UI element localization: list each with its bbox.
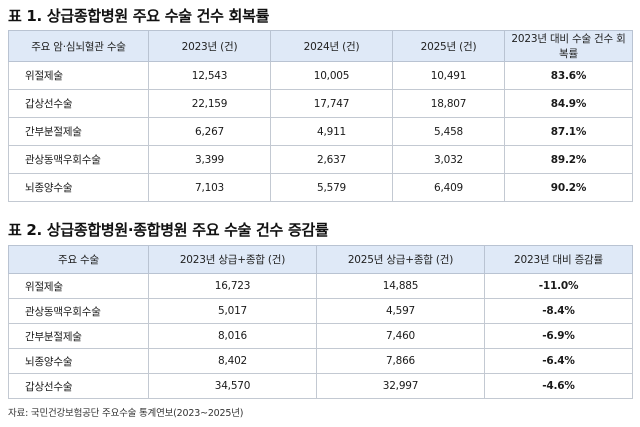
- header-surgery-type: 주요 암·심뇌혈관 수술: [8, 30, 149, 62]
- count-2025: 10,491: [392, 61, 505, 90]
- count-2023-combined: 8,402: [148, 348, 317, 374]
- table-row: 갑상선수술 22,159 17,747 18,807 84.9%: [8, 89, 633, 118]
- count-2025: 5,458: [392, 117, 505, 146]
- surgery-name: 위절제술: [8, 273, 149, 299]
- table2-header-row: 주요 수술 2023년 상급+종합 (건) 2025년 상급+종합 (건) 20…: [8, 245, 633, 274]
- recovery-rate: 87.1%: [504, 117, 633, 146]
- change-rate: -4.6%: [484, 373, 633, 399]
- surgery-name: 갑상선수술: [8, 373, 149, 399]
- header-2023: 2023년 (건): [148, 30, 271, 62]
- table1-header-row: 주요 암·심뇌혈관 수술 2023년 (건) 2024년 (건) 2025년 (…: [8, 30, 633, 62]
- surgery-name: 뇌종양수술: [8, 348, 149, 374]
- count-2025-combined: 7,460: [316, 323, 485, 349]
- header-2023-combined: 2023년 상급+종합 (건): [148, 245, 317, 274]
- recovery-rate: 83.6%: [504, 61, 633, 90]
- count-2023-combined: 34,570: [148, 373, 317, 399]
- surgery-name: 뇌종양수술: [8, 173, 149, 202]
- surgery-change-table: 주요 수술 2023년 상급+종합 (건) 2025년 상급+종합 (건) 20…: [8, 245, 633, 399]
- count-2023: 6,267: [148, 117, 271, 146]
- table-row: 관상동맥우회수술 5,017 4,597 -8.4%: [8, 298, 633, 324]
- table-row: 관상동맥우회수술 3,399 2,637 3,032 89.2%: [8, 145, 633, 174]
- surgery-name: 간부분절제술: [8, 323, 149, 349]
- source-note: 자료: 국민건강보험공단 주요수술 통계연보(2023~2025년): [8, 408, 244, 419]
- change-rate: -11.0%: [484, 273, 633, 299]
- table2-title: 표 2. 상급종합병원·종합병원 주요 수술 건수 증감률: [8, 221, 329, 239]
- count-2024: 10,005: [270, 61, 393, 90]
- count-2024: 4,911: [270, 117, 393, 146]
- recovery-rate: 89.2%: [504, 145, 633, 174]
- surgery-name: 관상동맥우회수술: [8, 298, 149, 324]
- change-rate: -6.4%: [484, 348, 633, 374]
- table-row: 간부분절제술 6,267 4,911 5,458 87.1%: [8, 117, 633, 146]
- count-2025-combined: 14,885: [316, 273, 485, 299]
- change-rate: -6.9%: [484, 323, 633, 349]
- count-2024: 5,579: [270, 173, 393, 202]
- count-2023-combined: 8,016: [148, 323, 317, 349]
- table-row: 위절제술 16,723 14,885 -11.0%: [8, 273, 633, 299]
- count-2023-combined: 16,723: [148, 273, 317, 299]
- surgery-name: 간부분절제술: [8, 117, 149, 146]
- count-2025-combined: 7,866: [316, 348, 485, 374]
- count-2024: 17,747: [270, 89, 393, 118]
- header-2024: 2024년 (건): [270, 30, 393, 62]
- header-2025-combined: 2025년 상급+종합 (건): [316, 245, 485, 274]
- count-2025: 18,807: [392, 89, 505, 118]
- count-2023: 7,103: [148, 173, 271, 202]
- table-row: 뇌종양수술 8,402 7,866 -6.4%: [8, 348, 633, 374]
- surgery-name: 관상동맥우회수술: [8, 145, 149, 174]
- table-row: 뇌종양수술 7,103 5,579 6,409 90.2%: [8, 173, 633, 202]
- table-row: 간부분절제술 8,016 7,460 -6.9%: [8, 323, 633, 349]
- surgery-recovery-table: 주요 암·심뇌혈관 수술 2023년 (건) 2024년 (건) 2025년 (…: [8, 30, 633, 202]
- table-row: 위절제술 12,543 10,005 10,491 83.6%: [8, 61, 633, 90]
- count-2025-combined: 4,597: [316, 298, 485, 324]
- change-rate: -8.4%: [484, 298, 633, 324]
- surgery-name: 갑상선수술: [8, 89, 149, 118]
- header-recovery-rate: 2023년 대비 수술 건수 회복률: [504, 30, 633, 62]
- count-2023: 3,399: [148, 145, 271, 174]
- recovery-rate: 84.9%: [504, 89, 633, 118]
- count-2023: 22,159: [148, 89, 271, 118]
- surgery-name: 위절제술: [8, 61, 149, 90]
- header-2025: 2025년 (건): [392, 30, 505, 62]
- table1-title: 표 1. 상급종합병원 주요 수술 건수 회복률: [8, 7, 270, 25]
- count-2025: 6,409: [392, 173, 505, 202]
- count-2023-combined: 5,017: [148, 298, 317, 324]
- count-2025-combined: 32,997: [316, 373, 485, 399]
- header-surgery-type: 주요 수술: [8, 245, 149, 274]
- count-2023: 12,543: [148, 61, 271, 90]
- header-change-rate: 2023년 대비 증감률: [484, 245, 633, 274]
- recovery-rate: 90.2%: [504, 173, 633, 202]
- count-2025: 3,032: [392, 145, 505, 174]
- count-2024: 2,637: [270, 145, 393, 174]
- table-row: 갑상선수술 34,570 32,997 -4.6%: [8, 373, 633, 399]
